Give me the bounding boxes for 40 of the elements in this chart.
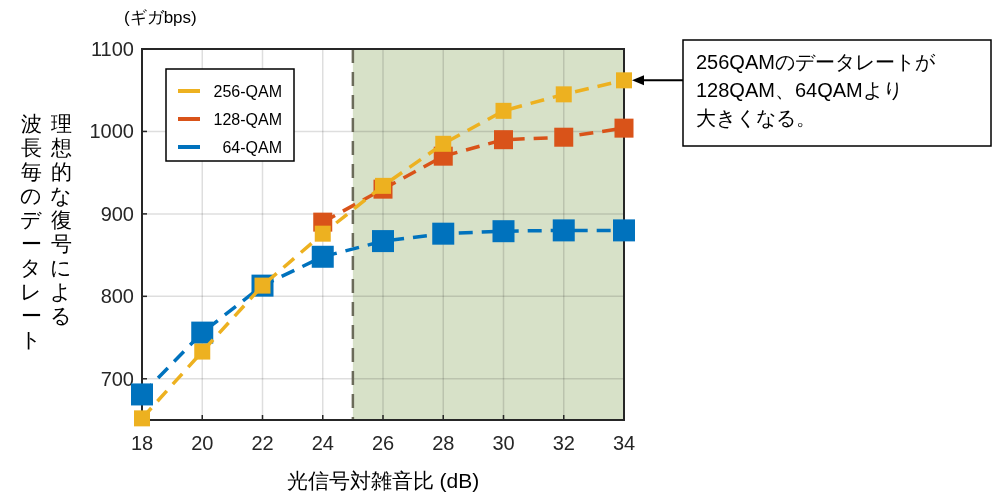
- y-tick-label: 1000: [89, 120, 134, 143]
- point: [613, 219, 635, 242]
- text: (ギガbps): [124, 8, 197, 27]
- point: [616, 72, 632, 89]
- legend-label: 64-QAM: [222, 139, 282, 156]
- point: [432, 222, 455, 245]
- x-tick-label: 32: [552, 432, 575, 454]
- point: [555, 86, 572, 103]
- point: [554, 127, 574, 147]
- point: [375, 177, 391, 194]
- point: [311, 245, 334, 268]
- point: [191, 321, 214, 344]
- y-tick-label: 1100: [90, 38, 134, 60]
- point: [492, 220, 515, 243]
- x-tick-label: 20: [191, 432, 214, 454]
- y-tick-label: 900: [100, 202, 134, 225]
- x-axis-title: 光信号対雑音比 (dB): [286, 469, 480, 492]
- point: [614, 118, 634, 138]
- point: [495, 102, 512, 119]
- x-tick-label: 22: [251, 432, 274, 454]
- x-tick-label: 28: [432, 432, 455, 454]
- point: [194, 343, 211, 360]
- x-tick-label: 26: [371, 432, 395, 454]
- legend-label: 128-QAM: [213, 111, 282, 128]
- x-tick-label: 24: [311, 432, 334, 454]
- annotation: 256QAMのデータレートが128QAM、64QAMより大きくなる。: [682, 39, 992, 147]
- point: [552, 219, 575, 242]
- x-tick-label: 34: [612, 432, 636, 454]
- point: [494, 130, 513, 150]
- x-tick-label: 30: [492, 432, 515, 454]
- y-tick-label: 800: [100, 285, 134, 308]
- text: 理想的な復号による波長毎のデータレート: [20, 112, 72, 351]
- point: [435, 135, 452, 152]
- legend-label: 256-QAM: [213, 83, 282, 100]
- point: [372, 230, 394, 253]
- point: [131, 383, 153, 406]
- x-tick-label: 18: [130, 432, 154, 454]
- point: [134, 410, 150, 427]
- point: [314, 225, 331, 242]
- y-tick-label: 700: [100, 367, 134, 390]
